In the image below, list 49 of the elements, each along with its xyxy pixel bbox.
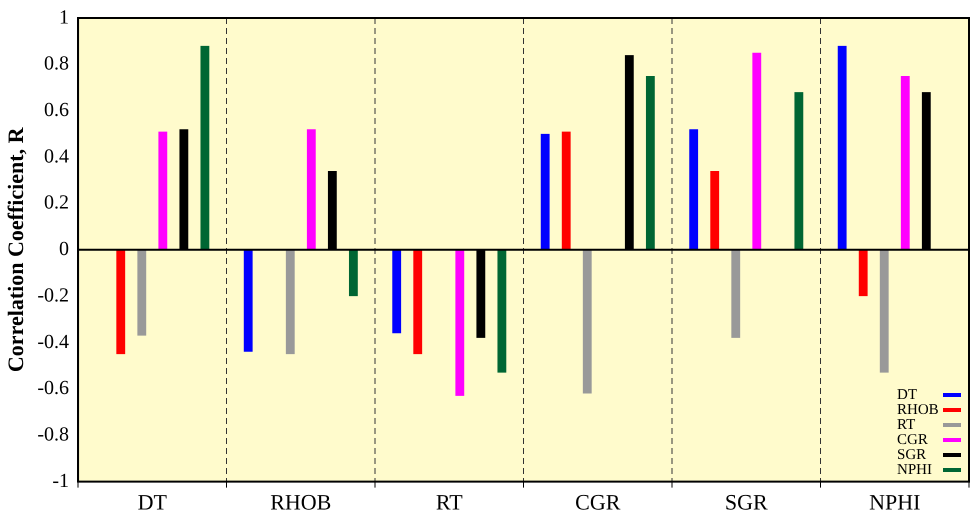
y-tick-label: 0 bbox=[59, 238, 70, 260]
y-axis-title: Correlation Coefficient, R bbox=[2, 126, 28, 372]
bar bbox=[392, 250, 402, 334]
bar bbox=[689, 129, 698, 250]
y-tick-label: -0.4 bbox=[37, 330, 70, 353]
y-tick-label: -0.8 bbox=[37, 423, 70, 446]
bar bbox=[900, 76, 910, 250]
bar bbox=[455, 250, 464, 396]
x-tick-label: SGR bbox=[724, 490, 768, 515]
legend-label: DT bbox=[897, 386, 917, 403]
bar bbox=[158, 132, 168, 250]
bar bbox=[710, 170, 720, 250]
legend-label: RHOB bbox=[897, 402, 939, 418]
bar bbox=[582, 250, 592, 394]
y-tick-label: -0.2 bbox=[37, 284, 70, 306]
legend-label: RT bbox=[897, 416, 916, 433]
legend-label: SGR bbox=[897, 446, 926, 463]
bar bbox=[286, 250, 295, 354]
x-tick-label: RHOB bbox=[270, 490, 332, 515]
bar bbox=[646, 76, 655, 250]
bar bbox=[858, 250, 868, 296]
y-tick-label: 1 bbox=[59, 6, 70, 28]
x-tick-label: DT bbox=[138, 490, 168, 515]
bar bbox=[244, 250, 253, 352]
bar bbox=[752, 52, 762, 250]
bar bbox=[880, 250, 889, 373]
bar bbox=[306, 129, 316, 250]
legend-label: CGR bbox=[897, 432, 928, 448]
x-tick-label: CGR bbox=[575, 490, 621, 515]
x-tick-label: NPHI bbox=[869, 490, 920, 515]
y-tick-label: -0.6 bbox=[37, 377, 70, 400]
bar bbox=[200, 46, 210, 250]
bar bbox=[137, 250, 146, 336]
y-tick-label: -1 bbox=[52, 470, 70, 492]
bar bbox=[794, 92, 804, 250]
bar bbox=[116, 250, 126, 354]
legend-label: NPHI bbox=[897, 462, 932, 478]
bar bbox=[348, 250, 358, 296]
y-tick-label: 0.4 bbox=[44, 145, 70, 168]
bar bbox=[838, 46, 847, 250]
bar bbox=[731, 250, 740, 338]
bar bbox=[562, 132, 571, 250]
bar bbox=[413, 250, 422, 354]
y-tick-label: 0.6 bbox=[44, 98, 70, 121]
bar bbox=[540, 134, 550, 250]
bar bbox=[497, 250, 506, 373]
y-tick-label: 0.8 bbox=[44, 52, 70, 75]
y-tick-label: 0.2 bbox=[44, 192, 70, 214]
x-tick-label: RT bbox=[436, 490, 464, 515]
